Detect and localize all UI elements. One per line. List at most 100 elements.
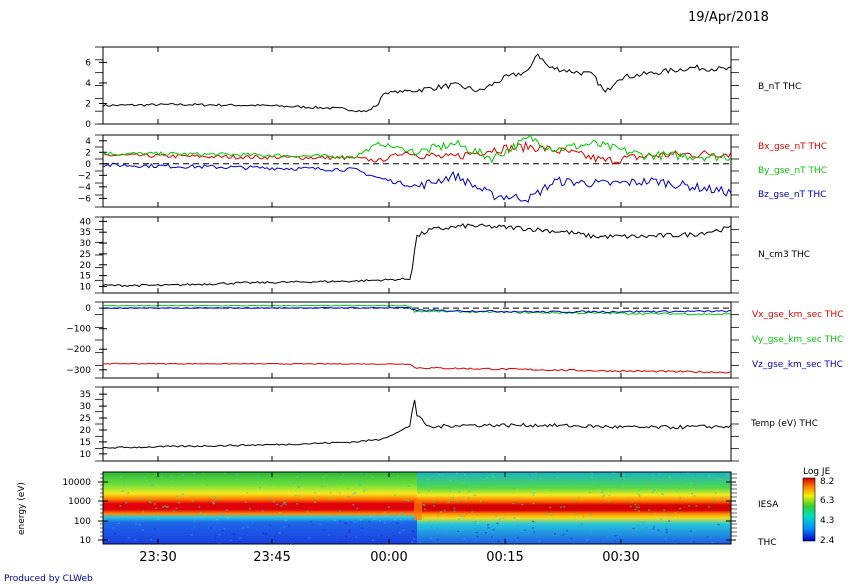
spectrogram-cell xyxy=(602,494,605,496)
spectrogram-cell xyxy=(202,472,205,474)
spectrogram-cell xyxy=(280,505,283,507)
spectrogram-cell xyxy=(637,510,640,512)
spectrogram-cell xyxy=(308,537,311,539)
y-tick-label: 0 xyxy=(85,304,91,314)
spectrogram-cell xyxy=(387,515,390,517)
spectrogram-cell xyxy=(282,503,285,505)
spectrogram-cell xyxy=(586,539,589,541)
spectrogram-label-thc: THC xyxy=(757,538,777,548)
spectrogram-cell xyxy=(292,482,295,484)
spectrogram-cell xyxy=(660,518,662,520)
spectrogram-cell xyxy=(259,487,262,489)
spectrogram-cell xyxy=(261,510,264,512)
y-tick-label: −6 xyxy=(78,194,92,204)
spectrogram-cell xyxy=(161,506,164,508)
spectrogram-cell xyxy=(348,529,351,531)
spectrogram-cell xyxy=(573,499,576,501)
y-tick-label: 30 xyxy=(80,239,92,249)
spectrogram-cell xyxy=(620,483,623,486)
spectrogram-cell xyxy=(242,527,245,529)
spectrogram-cell xyxy=(323,475,326,477)
y-tick-label: 100 xyxy=(74,517,91,527)
spectrogram-cell xyxy=(592,486,595,489)
y-tick-label: 30 xyxy=(80,402,92,412)
spectrogram-cell xyxy=(462,515,465,517)
spectrogram-cell xyxy=(344,522,347,524)
spectrogram-cell xyxy=(550,489,553,491)
spectrogram-cell xyxy=(248,507,251,510)
date-label: 19/Apr/2018 xyxy=(688,10,769,25)
spectrogram-cell xyxy=(438,473,441,476)
spectrogram-cell xyxy=(714,492,717,494)
spectrogram-cell xyxy=(216,518,219,521)
spectrogram-cell xyxy=(227,517,230,519)
spectrogram-cell xyxy=(123,483,126,485)
spectrogram-cell xyxy=(568,542,571,544)
spectrogram-cell xyxy=(651,473,654,476)
spectrogram-cell xyxy=(550,513,553,515)
spectrogram-cell xyxy=(469,486,472,489)
y-tick-label: −200 xyxy=(66,345,91,355)
y-tick-label: 10 xyxy=(80,450,92,460)
spectrogram-cell xyxy=(149,538,152,541)
spectrogram-cell xyxy=(212,502,215,504)
spectrogram-cell xyxy=(356,507,359,510)
y-tick-label: −300 xyxy=(66,366,91,376)
spectrogram-cell xyxy=(279,512,281,514)
spectrogram-cell xyxy=(557,477,560,479)
spectrogram-cell xyxy=(600,491,603,494)
spectrogram-cell xyxy=(363,489,366,491)
colorbar-tick-label: 2.4 xyxy=(820,536,835,546)
spectrogram-cell xyxy=(296,503,299,505)
series-label: Vy_gse_km_sec THC xyxy=(752,335,843,345)
spectrogram-cell xyxy=(674,512,677,514)
spectrogram-cell xyxy=(449,490,452,492)
spectrogram-cell xyxy=(468,490,471,493)
spectrogram-cell xyxy=(690,530,693,532)
spectrogram-cell xyxy=(214,536,216,539)
spectrogram-cell xyxy=(338,491,341,494)
spectrogram-cell xyxy=(690,482,693,484)
spectrogram-cell xyxy=(565,530,568,532)
spectrogram-cell xyxy=(562,534,565,536)
spectrogram-cell xyxy=(429,537,432,539)
spectrogram-cell xyxy=(138,524,141,526)
spectrogram-cell xyxy=(638,494,641,496)
spectrogram-cell xyxy=(412,530,414,533)
spectrogram-cell xyxy=(436,539,439,541)
spectrogram-cell xyxy=(372,539,375,541)
spectrogram-cell xyxy=(463,538,466,540)
spectrogram-cell xyxy=(532,494,535,496)
x-axis: 23:30 23:45 00:00 00:15 00:30 xyxy=(139,47,640,565)
spectrogram-cell xyxy=(444,509,446,512)
spectrogram-cell xyxy=(298,495,301,497)
spectrogram-cell xyxy=(190,534,193,536)
spectrogram-cell xyxy=(578,496,581,499)
spectrogram-cell xyxy=(244,501,247,503)
y-tick-label: −4 xyxy=(78,183,92,193)
spectrogram-cell xyxy=(691,492,694,495)
spectrogram-cell xyxy=(276,484,279,486)
spectrogram-cell xyxy=(246,491,248,494)
spectrogram-cell xyxy=(539,477,542,480)
spectrogram-cell xyxy=(502,541,505,543)
spectrogram-cell xyxy=(402,529,405,531)
spectrogram-cell xyxy=(457,530,459,533)
spectrogram-cell xyxy=(134,497,137,499)
spectrogram-cell xyxy=(623,478,626,481)
spectrogram-cell xyxy=(693,541,696,543)
spectrogram-cell xyxy=(708,474,711,477)
spectrogram-cell xyxy=(560,506,563,508)
spectrogram-cell xyxy=(150,498,153,500)
spectrogram-cell xyxy=(223,528,226,530)
spectrogram-cell xyxy=(112,526,115,529)
series-line-Temp xyxy=(102,399,732,449)
spectrogram-cell xyxy=(447,501,450,504)
y-tick-label: −100 xyxy=(66,325,91,335)
spectrogram-cell xyxy=(663,509,666,511)
spectrogram-cell xyxy=(301,477,304,480)
y-tick-label: 2 xyxy=(85,99,91,109)
spectrogram-cell xyxy=(536,530,539,532)
spectrogram-cell xyxy=(492,476,495,478)
